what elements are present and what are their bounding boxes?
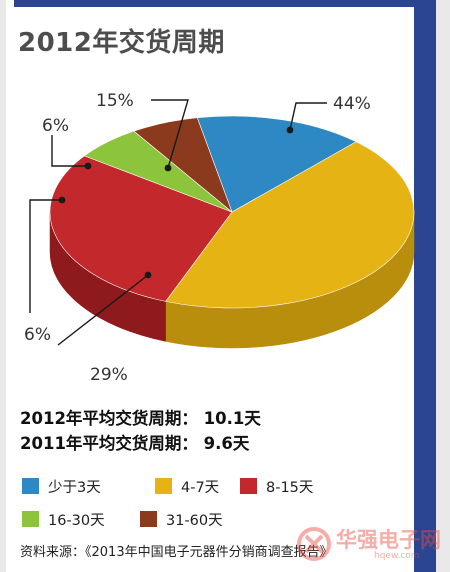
leader-line-1 [289, 102, 327, 131]
pie-label-0: 15% [96, 91, 134, 111]
legend-label-2: 8-15天 [266, 479, 314, 496]
average-2011: 2011年平均交货周期： 9.6天 [20, 434, 250, 453]
legend-label-0: 少于3天 [48, 479, 101, 496]
watermark-text: 华强电子网 [336, 528, 441, 552]
legend-swatch-0 [22, 478, 39, 494]
pie-tops [49, 115, 415, 309]
source-note: 资料来源：《2013年中国电子元器件分销商调查报告》 [20, 545, 333, 560]
pie-slice-0 [196, 115, 357, 213]
leader-line-2 [57, 274, 149, 346]
top-border-bar [14, 0, 420, 7]
pie-label-1: 44% [333, 94, 371, 114]
legend-item-4: 31-60天 [140, 509, 223, 529]
right-border-bar [414, 0, 436, 572]
legend-item-0: 少于3天 [22, 476, 101, 496]
chart-title: 2012年交货周期 [18, 28, 225, 58]
legend-item-3: 16-30天 [22, 509, 105, 529]
pie-labels: 15% 44% 29% 6% 6% [24, 91, 371, 385]
legend-swatch-4 [140, 511, 157, 527]
leader-line-0 [151, 99, 189, 169]
leader-line-4 [51, 135, 88, 167]
pie-slice-4 [133, 117, 233, 213]
average-2012: 2012年平均交货周期： 10.1天 [20, 409, 261, 428]
watermark-url: hqew.com [374, 551, 420, 561]
watermark-icon [297, 527, 331, 561]
legend-label-1: 4-7天 [181, 479, 220, 496]
legend-label-4: 31-60天 [166, 512, 223, 529]
legend-swatch-2 [240, 478, 257, 494]
pie-slice-2 [49, 155, 233, 302]
legend-swatch-3 [22, 511, 39, 527]
legend-item-1: 4-7天 [155, 476, 219, 496]
pie-chart: 15% 44% 29% 6% 6% [24, 91, 415, 385]
pie-slice-1 [165, 141, 415, 309]
pie-label-2: 29% [90, 365, 128, 385]
leader-line-3 [29, 199, 62, 313]
legend: 少于3天 4-7天 8-15天 16-30天 31-60天 [22, 476, 402, 532]
legend-item-2: 8-15天 [240, 476, 313, 496]
pie-label-3: 6% [24, 325, 51, 345]
legend-label-3: 16-30天 [48, 512, 105, 529]
legend-swatch-1 [155, 478, 172, 494]
watermark-logo: 华强电子网 hqew.com [294, 524, 450, 568]
pie-label-4: 6% [42, 116, 69, 136]
